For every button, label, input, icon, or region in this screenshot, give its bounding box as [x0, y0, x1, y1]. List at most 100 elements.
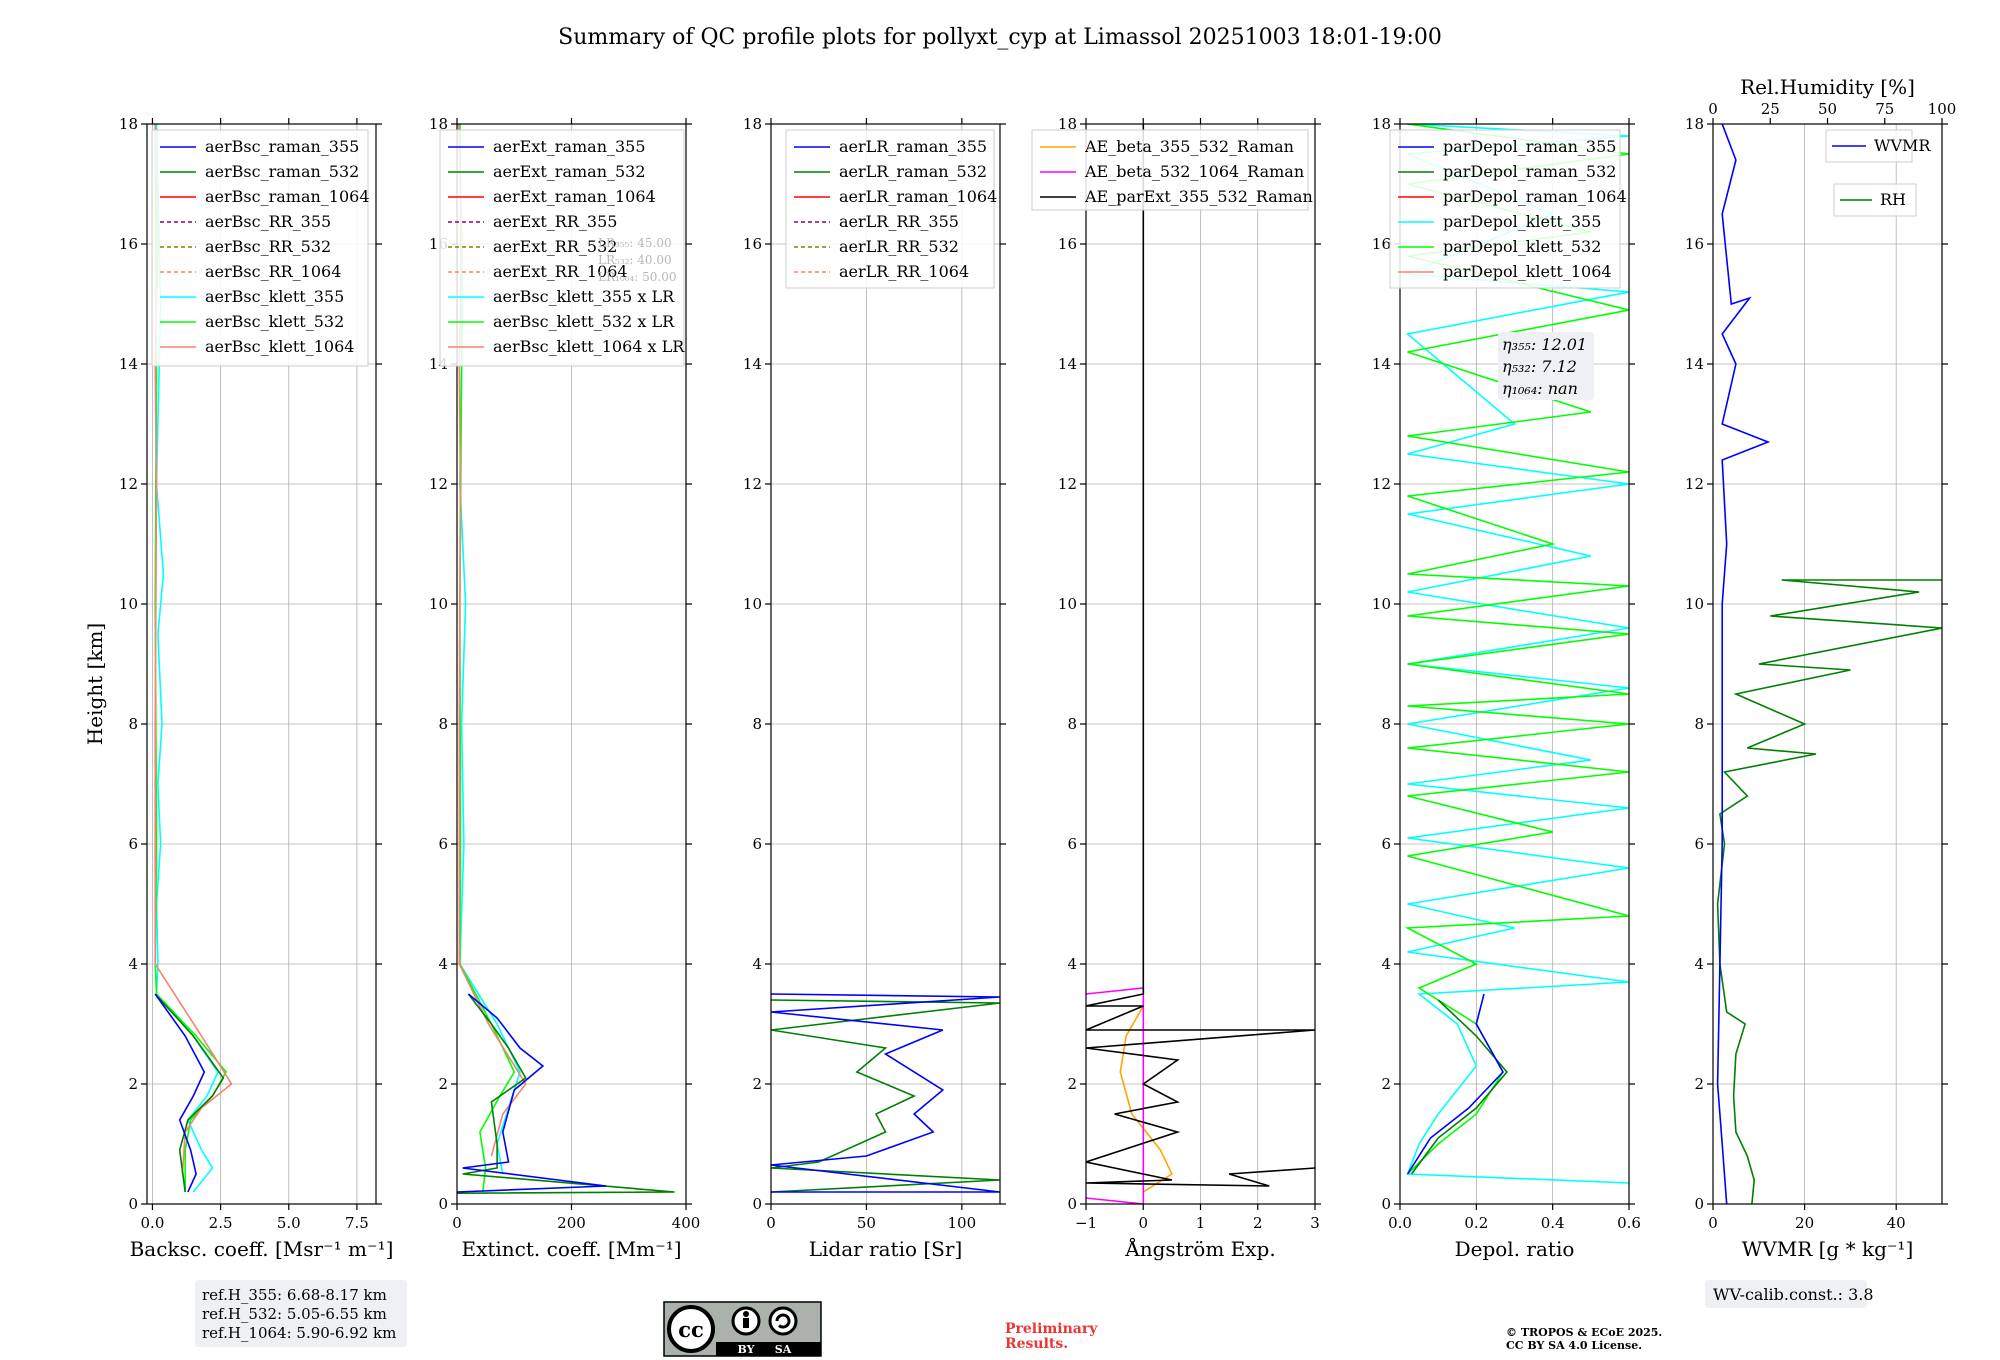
y-tick-label: 12: [1372, 475, 1391, 493]
y-tick-label: 4: [438, 955, 448, 973]
y-tick-label: 12: [429, 475, 448, 493]
series-line-parDepol-klett-532: [1404, 124, 1629, 1175]
legend-label: aerBsc_RR_532: [205, 237, 331, 256]
y-tick-label: 10: [119, 595, 138, 613]
x-tick-label: 0.6: [1617, 1214, 1641, 1232]
legend-label: aerLR_raman_1064: [839, 187, 997, 206]
legend-label: RH: [1880, 190, 1906, 209]
legend-label: aerBsc_klett_1064: [205, 337, 354, 356]
legend-label: aerExt_raman_355: [493, 137, 646, 156]
legend-label: aerBsc_RR_1064: [205, 262, 341, 281]
y-tick-label: 4: [1694, 955, 1704, 973]
legend-label: aerLR_RR_1064: [839, 262, 969, 281]
wv-calib-const: WV-calib.const.: 3.8: [1713, 1285, 1874, 1304]
legend-label: aerLR_raman_532: [839, 162, 987, 181]
x-tick-label: 0: [766, 1214, 776, 1232]
x-tick-label: 100: [948, 1214, 977, 1232]
y-tick-label: 16: [1372, 235, 1391, 253]
x-tick-label: 3: [1310, 1214, 1320, 1232]
sa-label: SA: [775, 1343, 792, 1356]
x-tick-label: 40: [1887, 1214, 1906, 1232]
y-tick-label: 2: [128, 1075, 138, 1093]
y-tick-label: 8: [128, 715, 138, 733]
y-tick-label: 12: [119, 475, 138, 493]
y-tick-label: 10: [743, 595, 762, 613]
legend-label: aerLR_raman_355: [839, 137, 987, 156]
y-tick-label: 18: [1685, 115, 1704, 133]
ref-height-532: ref.H_532: 5.05-6.55 km: [202, 1305, 387, 1323]
profile-panel-3: 0 2 4 6 8 10 12 14 16 18 0 50 100 Lidar ratio [Sr] aer…: [743, 115, 1006, 1261]
x2-tick-label: 50: [1818, 100, 1837, 118]
series-group: [1404, 124, 1629, 1184]
x-tick-label: 2: [1253, 1214, 1263, 1232]
series-group: [1086, 124, 1315, 1204]
copyright-line1: © TROPOS & ECoE 2025.: [1506, 1326, 1662, 1339]
sa-share-icon: [768, 1306, 798, 1336]
y-tick-label: 10: [1685, 595, 1704, 613]
x-tick-label: 400: [672, 1214, 701, 1232]
series-line-RH: [1716, 579, 1942, 1204]
by-label: BY: [738, 1343, 755, 1356]
axes-frame: [1399, 123, 1630, 1205]
y-tick-label: 14: [1058, 355, 1077, 373]
series-line-parDepol-klett-355: [1405, 124, 1629, 1184]
x2-tick-label: 25: [1761, 100, 1780, 118]
legend: WVMR RH: [1825, 129, 1931, 217]
series-group: [1716, 124, 1942, 1204]
legend-label: parDepol_klett_355: [1443, 212, 1601, 231]
y-tick-label: 10: [1058, 595, 1077, 613]
y-tick-label: 4: [1067, 955, 1077, 973]
eta-note: η₅₃₂: 7.12: [1502, 357, 1577, 376]
series-group: [771, 993, 1000, 1193]
y-tick-label: 18: [119, 115, 138, 133]
y-tick-label: 2: [1067, 1075, 1077, 1093]
legend-label: aerExt_raman_1064: [493, 187, 656, 206]
y-tick-label: 4: [752, 955, 762, 973]
legend-label: aerBsc_raman_532: [205, 162, 359, 181]
series-group: [457, 124, 675, 1194]
x-tick-label: 1: [1196, 1214, 1206, 1232]
y-tick-label: 0: [1694, 1195, 1704, 1213]
y-tick-label: 6: [128, 835, 138, 853]
y-tick-label: 18: [1058, 115, 1077, 133]
legend-frame: [151, 129, 369, 367]
eta-note: η₁₀₆₄: nan: [1502, 379, 1578, 398]
eta-box: [1498, 332, 1594, 400]
eta-note: η₃₅₅: 12.01: [1502, 335, 1587, 354]
x-tick-label: 7.5: [345, 1214, 369, 1232]
legend-frame: [1031, 129, 1309, 211]
lidar-ratio-note: LR₃₅₅: 45.00: [598, 236, 672, 250]
y-tick-label: 6: [1067, 835, 1077, 853]
x-axis-label: Backsc. coeff. [Msr⁻¹ m⁻¹]: [130, 1237, 394, 1261]
legend-label: AE_beta_355_532_Raman: [1084, 137, 1294, 156]
y-axis-label: Height [km]: [83, 623, 107, 745]
cc-logo-text: cc: [678, 1317, 704, 1342]
legend: aerBsc_raman_355 aerBsc_raman_532 aerBsc_r…: [151, 129, 370, 367]
y-tick-label: 16: [1685, 235, 1704, 253]
series-line-parDepol-raman-355: [1406, 993, 1504, 1175]
x2-tick-label: 0: [1708, 100, 1718, 118]
y-tick-label: 14: [119, 355, 138, 373]
legend-label: aerBsc_raman_1064: [205, 187, 370, 206]
y-tick-label: 0: [128, 1195, 138, 1213]
legend-label: aerBsc_klett_1064 x LR: [493, 337, 685, 356]
y-tick-label: 10: [429, 595, 448, 613]
legend-label: aerExt_RR_532: [493, 237, 617, 256]
y-tick-label: 14: [743, 355, 762, 373]
y-tick-label: 8: [1694, 715, 1704, 733]
x-tick-label: 0.0: [141, 1214, 165, 1232]
series-line-aerLR-raman-532: [771, 999, 1000, 1193]
y-tick-label: 6: [1694, 835, 1704, 853]
x-axis-label: WVMR [g * kg⁻¹]: [1742, 1237, 1914, 1261]
legend-label: parDepol_klett_532: [1443, 237, 1601, 256]
y-tick-label: 2: [752, 1075, 762, 1093]
legend: aerExt_raman_355 aerExt_raman_532 aerExt_r…: [439, 129, 685, 367]
series-line-AE-beta-355-532-Raman: [1119, 1005, 1173, 1193]
x-tick-label: 0.2: [1464, 1214, 1488, 1232]
legend: aerLR_raman_355 aerLR_raman_532 aerLR_rama…: [785, 129, 997, 289]
axes-frame: [770, 123, 1001, 1205]
x-tick-label: 0: [1138, 1214, 1148, 1232]
legend-label: aerBsc_klett_532: [205, 312, 344, 331]
